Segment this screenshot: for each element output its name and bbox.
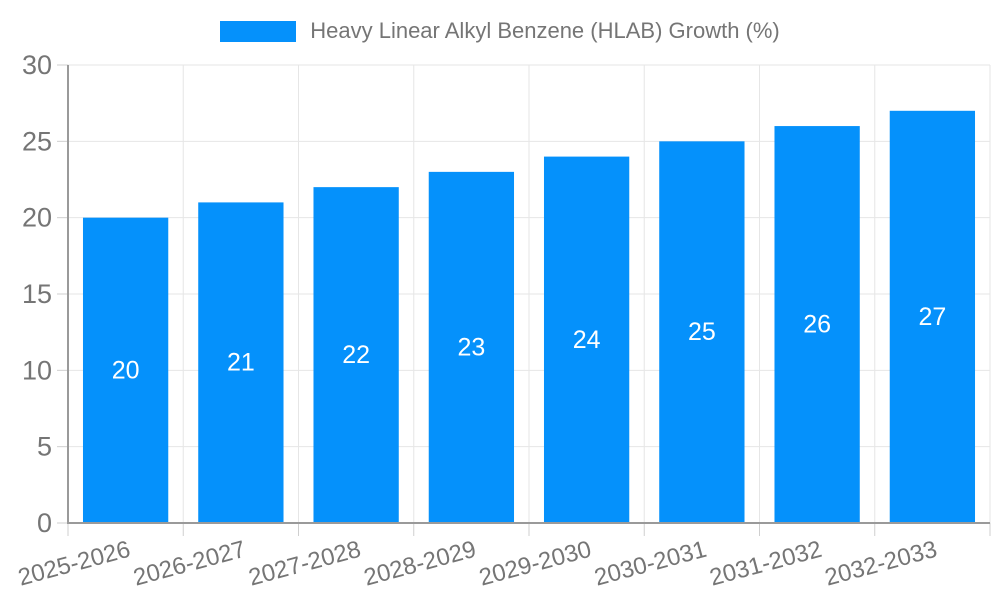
bar-value-label: 27 <box>918 303 946 331</box>
bar-value-label: 26 <box>803 311 831 339</box>
y-tick-label: 10 <box>22 355 52 385</box>
bar[interactable] <box>543 156 630 523</box>
bar-value-label: 21 <box>227 349 255 377</box>
x-tick-label: 2025-2026 <box>15 536 133 592</box>
x-tick-label: 2030-2031 <box>592 536 710 592</box>
x-tick-label: 2031-2032 <box>707 536 825 592</box>
x-tick-label: 2029-2030 <box>476 536 594 592</box>
y-tick-label: 30 <box>22 50 52 80</box>
legend-swatch[interactable] <box>220 20 297 42</box>
bar-value-label: 24 <box>573 326 601 354</box>
legend-label[interactable]: Heavy Linear Alkyl Benzene (HLAB) Growth… <box>310 18 780 43</box>
bar[interactable] <box>428 171 515 523</box>
x-tick-label: 2028-2029 <box>361 536 479 592</box>
y-tick-label: 0 <box>37 508 52 538</box>
bar[interactable] <box>774 126 860 524</box>
y-tick-label: 25 <box>22 126 52 156</box>
bar[interactable] <box>889 110 976 524</box>
bar[interactable] <box>313 187 399 523</box>
bar-value-label: 25 <box>688 318 716 346</box>
y-tick-label: 20 <box>22 203 52 233</box>
y-tick-label: 5 <box>37 432 52 462</box>
bar[interactable] <box>198 202 284 523</box>
bar-value-label: 22 <box>342 341 370 369</box>
bar-value-label: 23 <box>457 333 485 361</box>
x-tick-label: 2027-2028 <box>246 536 364 592</box>
bar[interactable] <box>659 141 745 524</box>
x-tick-label: 2032-2033 <box>822 536 940 592</box>
y-tick-label: 15 <box>22 279 52 309</box>
bar[interactable] <box>82 217 169 523</box>
legend: Heavy Linear Alkyl Benzene (HLAB) Growth… <box>0 18 1000 44</box>
x-tick-label: 2026-2027 <box>131 536 249 592</box>
bar-value-label: 20 <box>112 356 140 384</box>
